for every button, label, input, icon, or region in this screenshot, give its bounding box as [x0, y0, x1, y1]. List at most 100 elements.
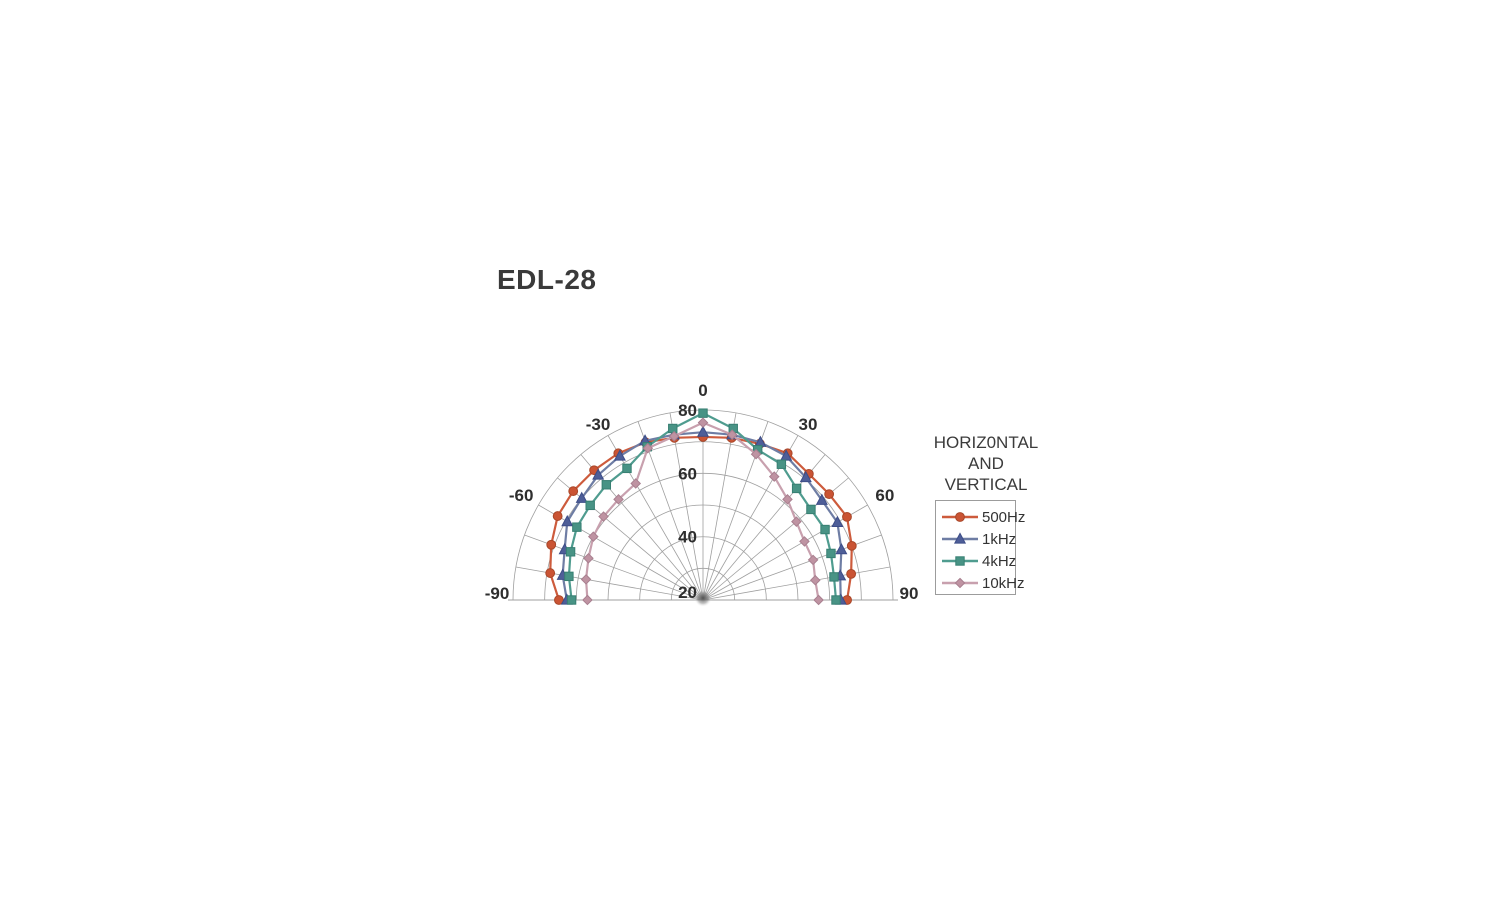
series-marker: [561, 514, 574, 527]
legend-box: 500Hz 1kHz 4kHz 10kHz: [935, 500, 1025, 595]
series-marker: [572, 522, 582, 532]
series-marker: [846, 540, 857, 551]
series-marker: [585, 500, 595, 511]
series-marker: [568, 486, 579, 497]
series-marker: [726, 429, 738, 441]
series-marker: [545, 568, 556, 578]
grid-spoke: [669, 412, 704, 601]
series-marker: [780, 449, 793, 461]
series-marker: [598, 511, 609, 522]
legend-marker-10khz-icon: [941, 576, 979, 590]
series-marker: [768, 471, 780, 482]
legend-item-4khz: 4kHz: [941, 550, 1017, 572]
legend-title-line: AND: [968, 454, 1004, 473]
series-marker: [955, 556, 965, 566]
series-marker: [782, 494, 793, 505]
series-marker: [592, 468, 605, 480]
series-marker: [565, 547, 576, 557]
series-marker: [809, 574, 821, 586]
series-line-500Hz: [549, 435, 853, 602]
angle-label: -30: [586, 415, 611, 434]
radial-label: 80: [678, 401, 697, 420]
series-marker: [575, 491, 588, 503]
series-marker: [613, 449, 626, 461]
legend-label: 500Hz: [982, 508, 1026, 526]
series-marker: [750, 448, 762, 460]
series-marker: [953, 532, 967, 544]
polar-center: [694, 589, 712, 607]
angle-label: -90: [485, 584, 510, 603]
series-marker: [791, 483, 802, 494]
series-marker: [583, 552, 594, 564]
series-marker: [601, 480, 612, 490]
radial-label: 40: [678, 528, 697, 547]
series-4kHz: [564, 408, 841, 605]
series-marker: [824, 489, 835, 500]
legend-label: 4kHz: [982, 552, 1017, 570]
series-marker: [842, 511, 852, 522]
series-marker: [807, 554, 819, 566]
series-marker: [846, 568, 857, 579]
series-marker: [613, 494, 624, 505]
series-marker: [642, 442, 654, 454]
page-title: EDL-28: [497, 264, 597, 295]
series-500Hz: [545, 432, 857, 605]
angle-label: 60: [875, 486, 894, 505]
legend-item-10khz: 10kHz: [941, 572, 1025, 594]
series-marker: [776, 459, 787, 469]
angle-label: 30: [799, 415, 818, 434]
series-marker: [697, 417, 709, 428]
series-marker: [580, 574, 592, 585]
series-marker: [815, 493, 828, 505]
series-marker: [799, 470, 812, 483]
grid-spoke: [607, 435, 704, 601]
series-marker: [566, 595, 577, 605]
legend-marker-4khz-icon: [941, 554, 979, 568]
series-marker: [630, 478, 642, 489]
series-marker: [820, 524, 830, 535]
radial-label: 20: [678, 583, 697, 602]
series-marker: [831, 515, 844, 528]
series-marker: [955, 512, 965, 522]
series-marker: [698, 408, 708, 418]
series-marker: [587, 531, 599, 542]
radial-axis-labels: 20 40 60 80: [678, 401, 697, 602]
series-marker: [552, 511, 563, 521]
series-marker: [806, 504, 816, 515]
series-marker: [582, 594, 593, 606]
series-marker: [813, 594, 824, 606]
grid-spoke: [702, 412, 737, 601]
grid-spoke: [702, 504, 868, 601]
angle-label: -60: [509, 486, 534, 505]
legend-marker-500hz-icon: [941, 510, 979, 524]
series-marker: [546, 539, 557, 550]
legend-label: 1kHz: [982, 530, 1017, 548]
legend-marker-1khz-icon: [941, 532, 979, 546]
series-marker: [696, 425, 710, 437]
angle-label: 90: [900, 584, 919, 603]
legend-label: 10kHz: [982, 574, 1025, 592]
legend: HORIZ0NTAL AND VERTICAL 500Hz 1kHz 4kHz …: [905, 432, 1075, 595]
series-marker: [564, 571, 574, 582]
series-marker: [826, 548, 836, 559]
angle-label: 0: [698, 381, 707, 400]
series-marker: [622, 463, 632, 474]
series-marker: [668, 423, 678, 434]
legend-title: HORIZ0NTAL AND VERTICAL: [912, 432, 1060, 495]
series-marker: [799, 536, 810, 547]
series-10kHz: [580, 417, 824, 606]
legend-title-line: VERTICAL: [944, 475, 1028, 494]
legend-title-line: HORIZ0NTAL: [933, 433, 1039, 452]
series-marker: [954, 577, 966, 589]
legend-item-1khz: 1kHz: [941, 528, 1017, 550]
series-marker: [835, 542, 848, 555]
grid-spoke: [702, 566, 891, 601]
legend-item-500hz: 500Hz: [941, 506, 1025, 528]
series-marker: [668, 430, 680, 442]
angle-axis-labels: -90 -60 -30 0 30 60 90: [485, 381, 919, 603]
radial-label: 60: [678, 464, 697, 483]
series-marker: [791, 516, 802, 527]
series-marker: [829, 572, 839, 582]
